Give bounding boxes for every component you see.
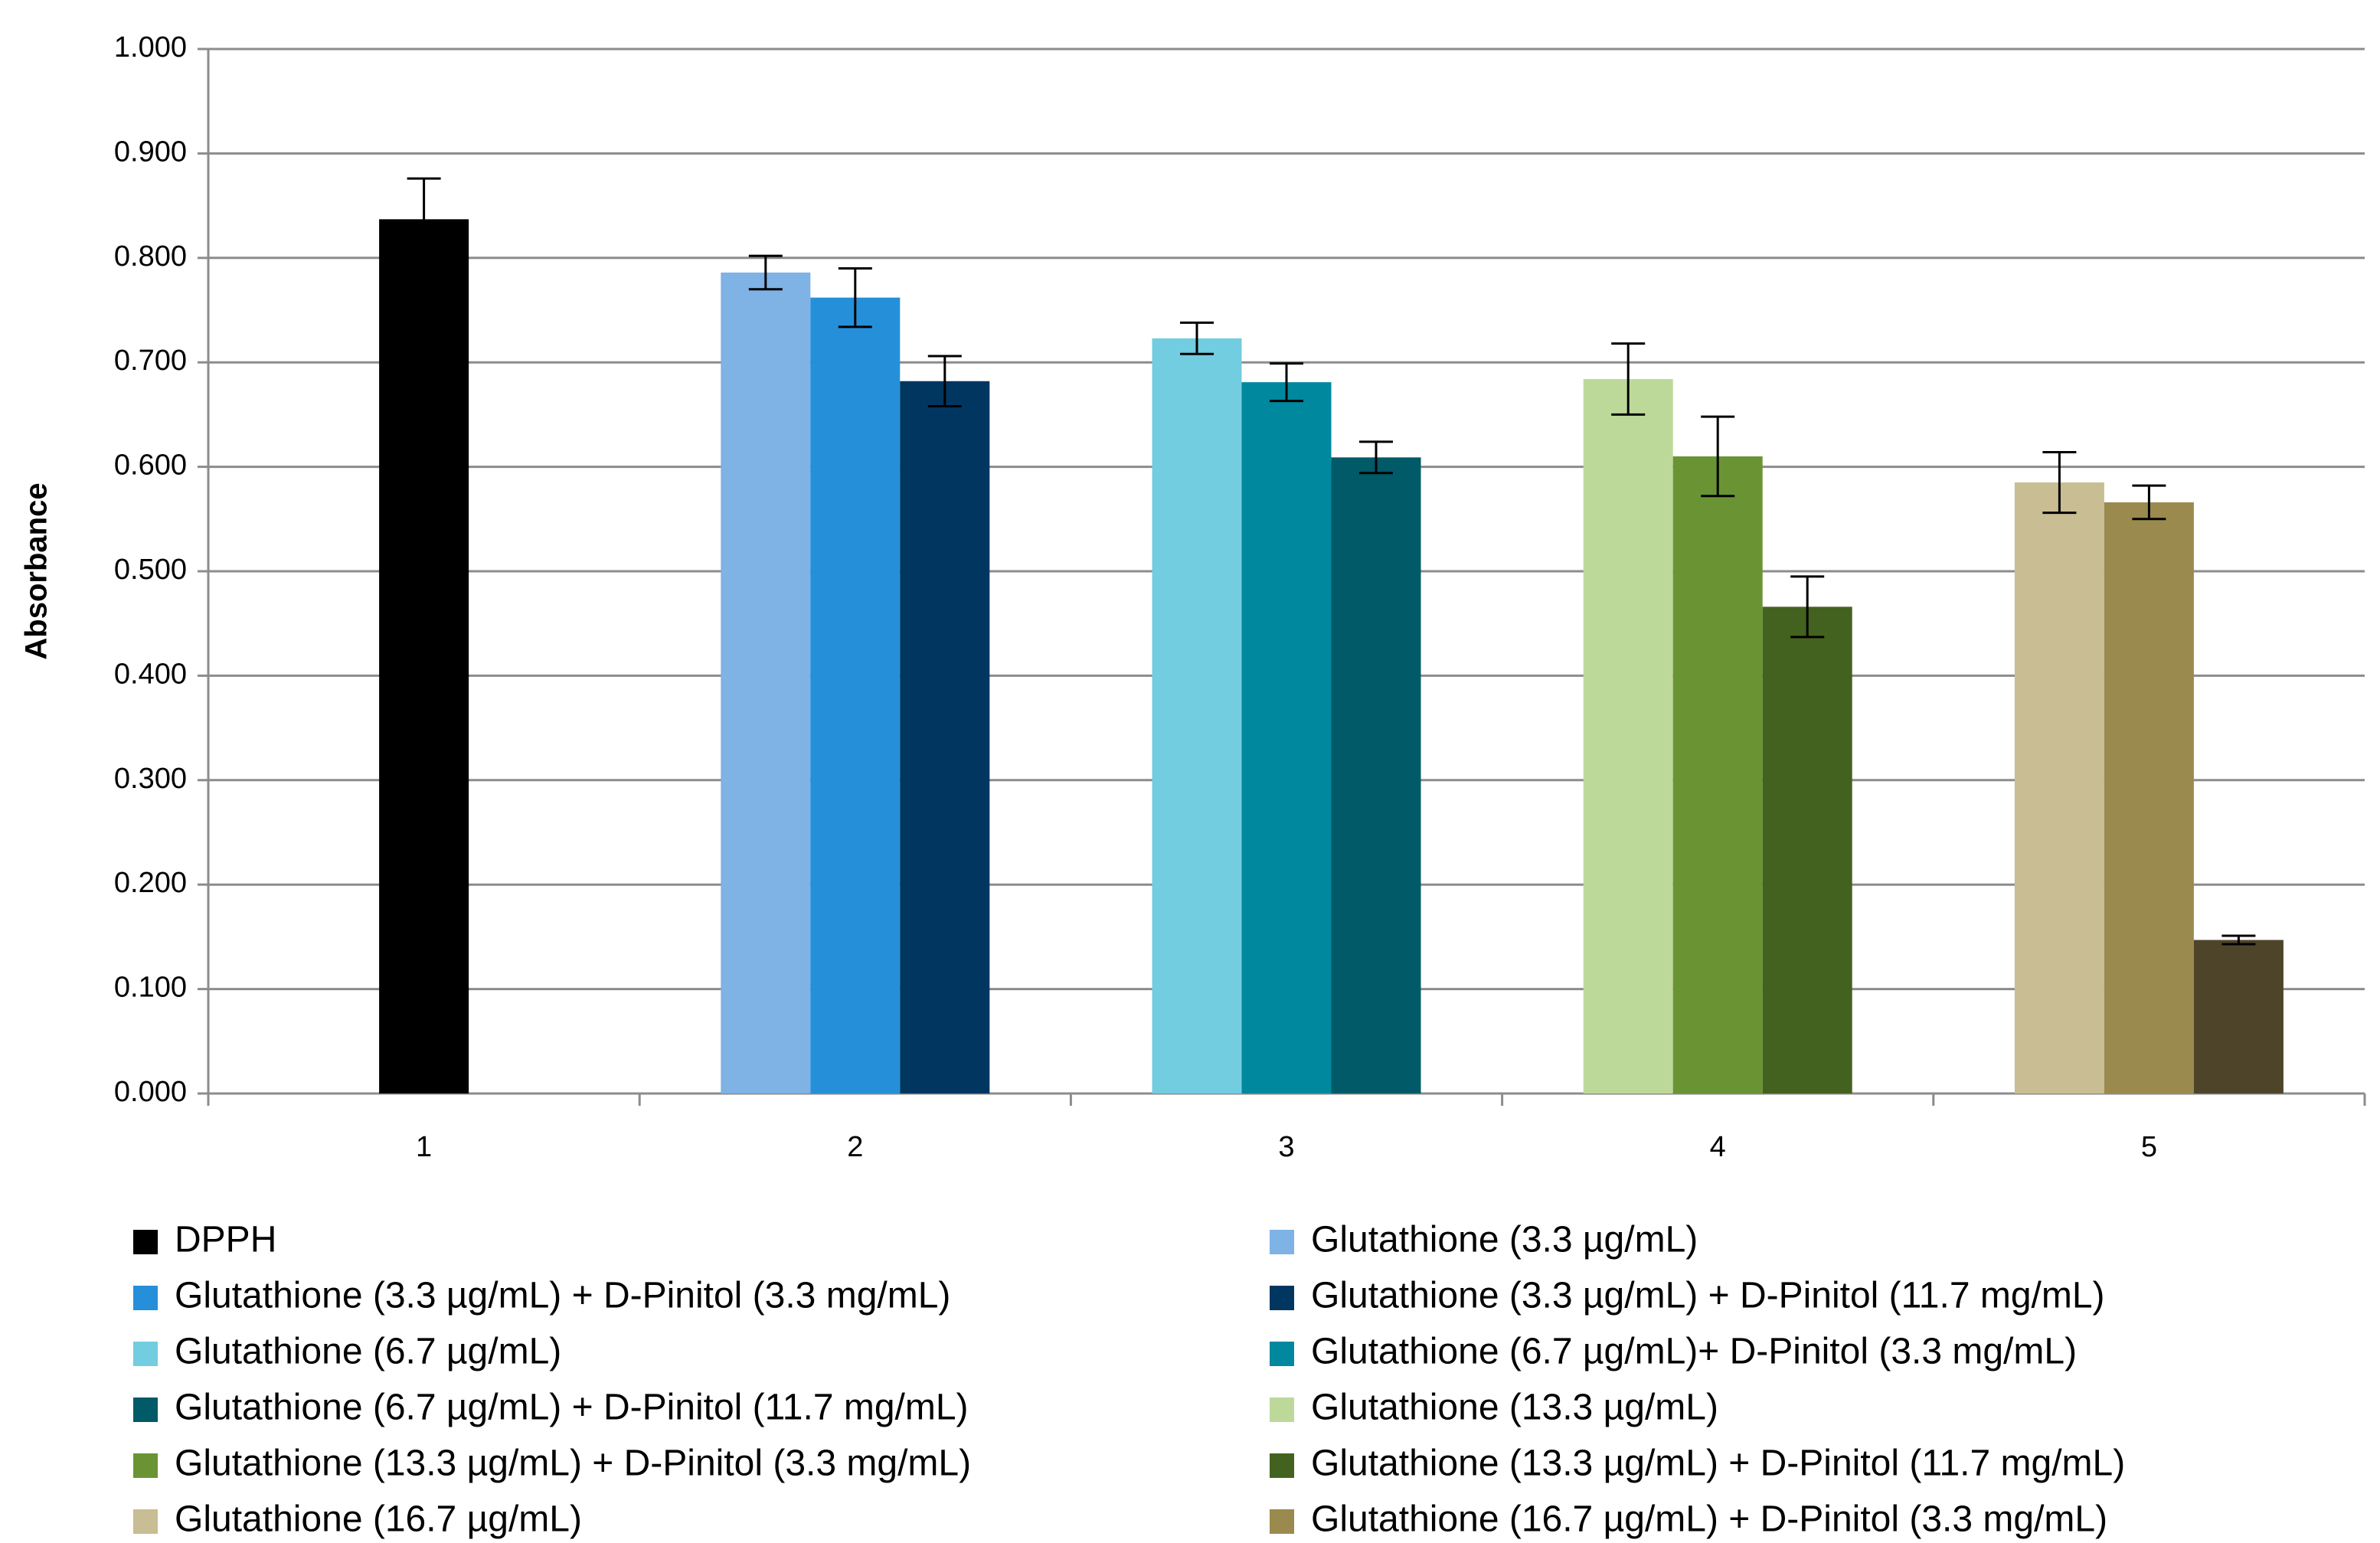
- legend-swatch: [1270, 1286, 1294, 1310]
- bar: [1331, 457, 1421, 1094]
- bar: [1672, 456, 1763, 1094]
- bar: [1152, 338, 1242, 1094]
- error-bar: [2042, 451, 2077, 515]
- legend-swatch: [133, 1398, 158, 1422]
- bar: [2104, 502, 2194, 1094]
- legend-label: Glutathione (16.7 µg/mL) + D-Pinitol (3.…: [1311, 1499, 2107, 1540]
- error-bar: [1180, 321, 1214, 355]
- legend-label: Glutathione (13.3 µg/mL): [1311, 1388, 1718, 1428]
- x-tick-label: 1: [416, 1131, 432, 1163]
- error-bar: [748, 254, 783, 291]
- legend-label: Glutathione (13.3 µg/mL) + D-Pinitol (3.…: [175, 1443, 971, 1484]
- bar: [379, 219, 469, 1094]
- error-bar: [1701, 415, 1735, 498]
- error-bar: [927, 355, 962, 407]
- bar: [810, 297, 901, 1094]
- bar: [1762, 606, 1852, 1094]
- bar: [1241, 382, 1332, 1094]
- legend-label: Glutathione (3.3 µg/mL): [1311, 1220, 1698, 1260]
- legend-swatch: [1270, 1453, 1294, 1478]
- y-tick-label: 0.200: [114, 867, 187, 899]
- bar: [2014, 482, 2104, 1094]
- legend-swatch: [133, 1509, 158, 1534]
- y-tick-label: 0.800: [114, 240, 187, 273]
- legend-label: Glutathione (16.7 µg/mL): [175, 1499, 582, 1540]
- legend-label: Glutathione (6.7 µg/mL): [175, 1332, 561, 1372]
- bar: [900, 381, 990, 1094]
- legend-swatch: [1270, 1230, 1294, 1254]
- error-bar: [1611, 342, 1646, 416]
- error-bar: [1359, 440, 1393, 475]
- error-bar: [1790, 575, 1825, 639]
- y-tick-label: 0.500: [114, 554, 187, 586]
- y-tick-label: 0.600: [114, 449, 187, 482]
- x-tick-label: 2: [847, 1131, 863, 1163]
- legend-label: Glutathione (3.3 µg/mL) + D-Pinitol (11.…: [1311, 1276, 2105, 1316]
- legend-swatch: [133, 1453, 158, 1478]
- legend-swatch: [133, 1342, 158, 1366]
- y-tick-label: 0.000: [114, 1076, 187, 1108]
- y-tick-label: 0.900: [114, 136, 187, 168]
- legend-label: Glutathione (6.7 µg/mL)+ D-Pinitol (3.3 …: [1311, 1332, 2077, 1372]
- error-bar: [1270, 362, 1303, 403]
- error-bar: [2132, 484, 2166, 521]
- legend-swatch: [1270, 1342, 1294, 1366]
- y-tick-label: 0.700: [114, 345, 187, 377]
- legend-swatch: [1270, 1398, 1294, 1422]
- legend-swatch: [1270, 1509, 1294, 1534]
- y-tick-label: 0.400: [114, 658, 187, 690]
- error-bar: [2221, 934, 2256, 946]
- bar: [721, 272, 811, 1094]
- x-tick-label: 5: [2141, 1131, 2157, 1163]
- legend-label: Glutathione (6.7 µg/mL) + D-Pinitol (11.…: [175, 1388, 969, 1428]
- error-bar: [407, 177, 441, 262]
- y-tick-label: 0.100: [114, 972, 187, 1004]
- legend-swatch: [133, 1286, 158, 1310]
- x-tick-label: 3: [1278, 1131, 1294, 1163]
- bar: [2193, 940, 2284, 1094]
- legend-label: Glutathione (13.3 µg/mL) + D-Pinitol (11…: [1311, 1443, 2125, 1484]
- x-tick-label: 4: [1710, 1131, 1726, 1163]
- bar: [1583, 379, 1673, 1094]
- legend-label: DPPH: [175, 1220, 276, 1260]
- y-axis-label: Absorbance: [20, 482, 54, 659]
- legend-label: Glutathione (3.3 µg/mL) + D-Pinitol (3.3…: [175, 1276, 950, 1316]
- legend-swatch: [133, 1230, 158, 1254]
- y-tick-label: 1.000: [114, 31, 187, 64]
- y-tick-label: 0.300: [114, 763, 187, 795]
- error-bar: [838, 266, 872, 329]
